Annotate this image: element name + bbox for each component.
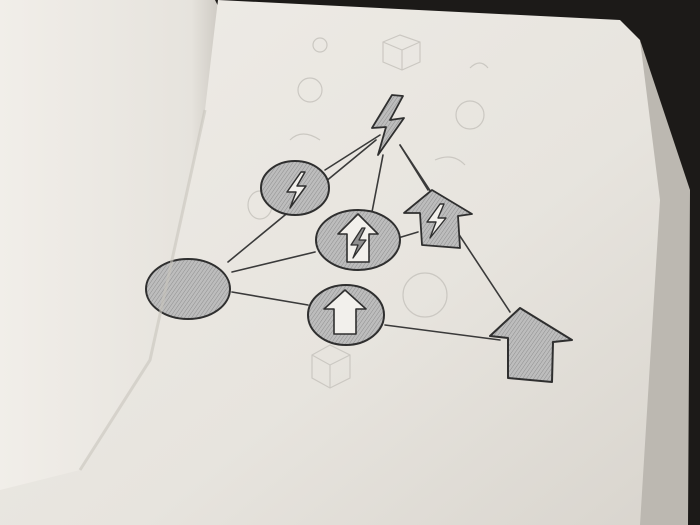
upgrade-power-node bbox=[316, 210, 400, 270]
plain-node-circle bbox=[146, 259, 230, 319]
power-node bbox=[261, 161, 329, 215]
upgrade-node bbox=[308, 285, 384, 345]
